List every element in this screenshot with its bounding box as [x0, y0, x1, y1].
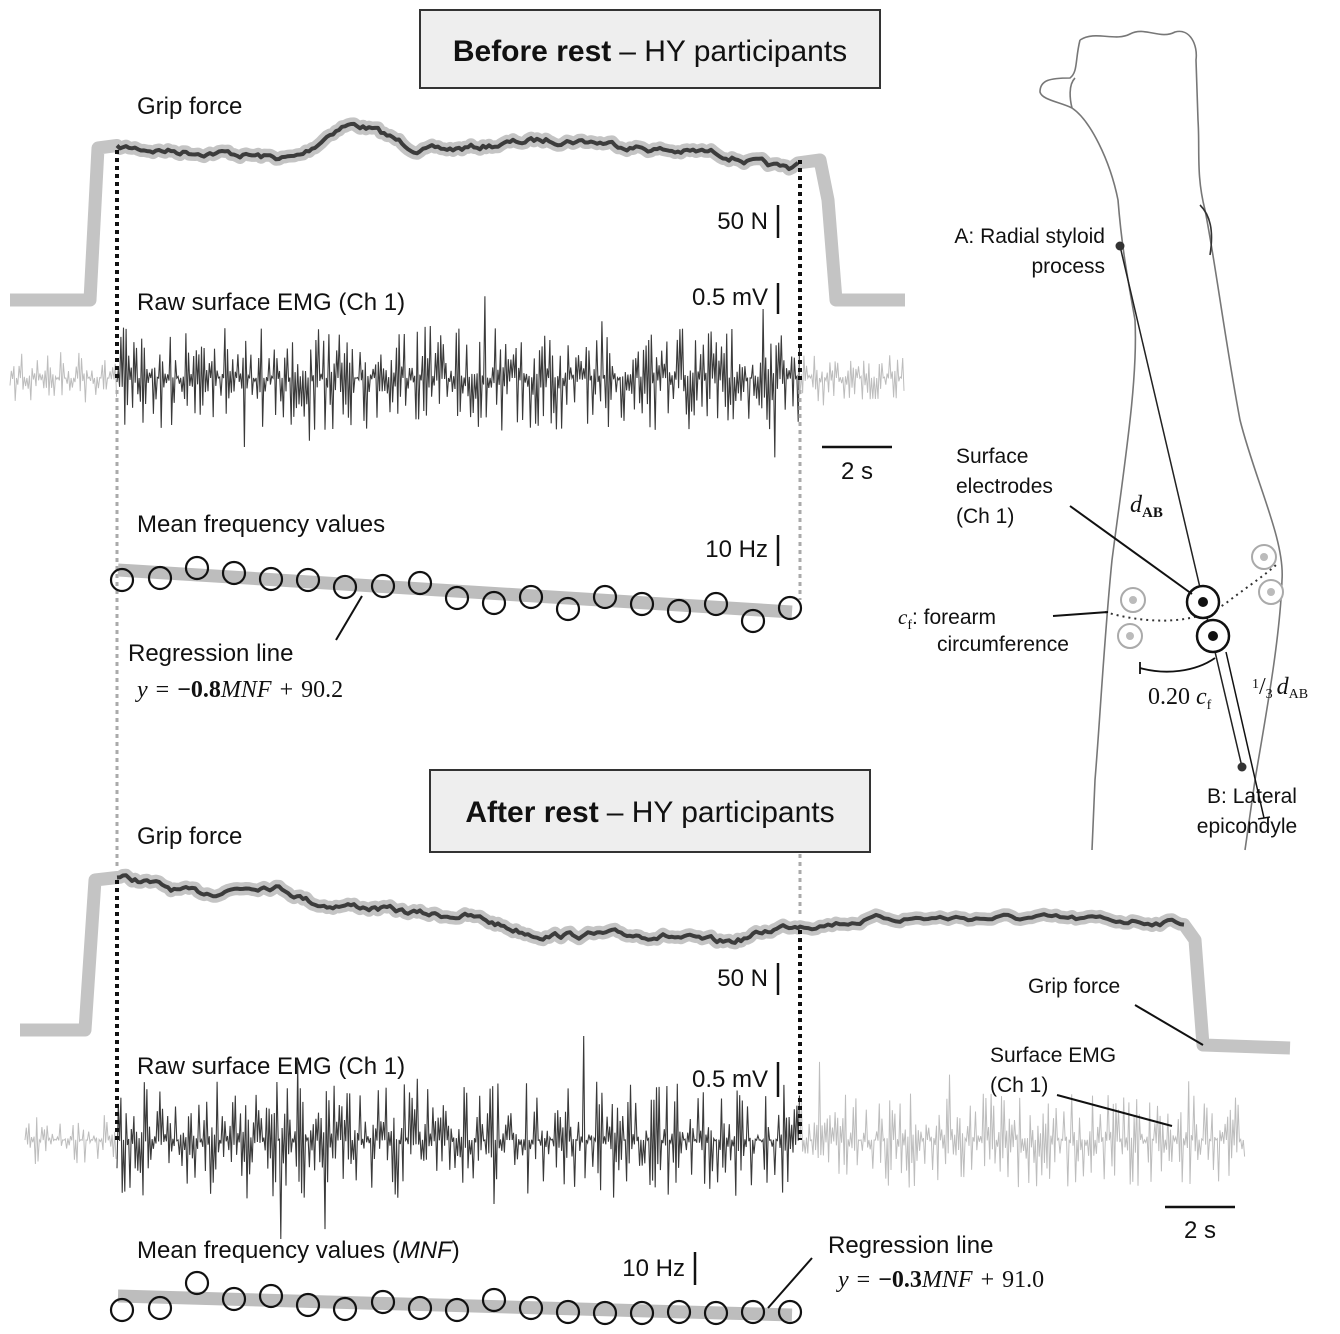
cf-text: : forearm [912, 606, 996, 629]
equation: y = −0.8MNF +90.2 [135, 677, 343, 703]
grip-envelope [20, 875, 1290, 1048]
eq-slope: −0.3 [878, 1267, 922, 1293]
point-b [1238, 763, 1247, 772]
thumb [1070, 78, 1075, 108]
panel-title: Before rest– HY participants [453, 35, 847, 68]
leader [1053, 612, 1108, 616]
regression-line [118, 570, 792, 612]
subscript: AB [1289, 687, 1308, 702]
numerator: 1 [1252, 677, 1259, 692]
leader [1057, 1095, 1172, 1126]
eq-slope: −0.8 [177, 677, 221, 703]
electrode-dot [1267, 588, 1275, 596]
force-scale: 50 N [717, 965, 768, 992]
electrode-dot [1208, 631, 1218, 641]
mnf-point [186, 1272, 208, 1294]
emg-label: Raw surface EMG (Ch 1) [137, 1053, 405, 1080]
emg-label: Raw surface EMG (Ch 1) [137, 289, 405, 316]
eq-intercept: 91.0 [1002, 1267, 1044, 1293]
emg-trace [117, 296, 800, 457]
eq-eq: = [857, 1267, 871, 1293]
eq-intercept: 90.2 [301, 677, 343, 703]
force-scale: 50 N [717, 208, 768, 235]
number: 0.20 [1148, 684, 1190, 710]
cf-label: circumference [937, 633, 1069, 656]
emg-scale: 0.5 mV [692, 284, 768, 311]
equation: y = −0.3MNF +91.0 [836, 1267, 1044, 1293]
symbol: c [1196, 684, 1207, 710]
arm-outline [1040, 31, 1282, 850]
point-a-label: A: Radial styloid [954, 225, 1105, 248]
emg-annotation: (Ch 1) [990, 1074, 1048, 1097]
eq-plus: + [981, 1267, 995, 1293]
mnf-label-text: Mean frequency values [137, 511, 385, 538]
title-rest: – HY participants [607, 796, 835, 829]
point-b-label: epicondyle [1197, 815, 1297, 838]
panel-title: After rest – HY participants [465, 796, 834, 829]
eq-var: MNF [921, 1267, 973, 1293]
leader [1135, 1005, 1203, 1045]
subscript: f [1207, 698, 1212, 713]
figure: Before rest– HY participants Grip force … [0, 0, 1340, 1334]
point-a-label: process [1031, 255, 1105, 278]
grip-label: Grip force [137, 93, 242, 120]
grip-trace [117, 875, 1184, 943]
electrodes-label: Surface [956, 445, 1028, 468]
title-bold: After rest [465, 796, 598, 829]
emg-trace [25, 1115, 116, 1164]
mnf-label-close: ) [452, 1237, 460, 1264]
emg-scale: 0.5 mV [692, 1066, 768, 1093]
arm-left-edge [1040, 40, 1135, 850]
electrode-dot [1260, 553, 1268, 561]
electrodes-label: (Ch 1) [956, 505, 1014, 528]
d-ab-label: dAB [1130, 492, 1163, 521]
mnf-label-text: Mean frequency values ( [137, 1237, 400, 1264]
electrodes-label: electrodes [956, 475, 1053, 498]
title-rest: – HY participants [619, 35, 847, 68]
time-scale: 2 s [1184, 1217, 1216, 1244]
electrode-dot [1126, 632, 1134, 640]
time-scale: 2 s [841, 458, 873, 485]
emg-annotation: Surface EMG [990, 1044, 1116, 1067]
mnf-abbr: MNF [400, 1237, 453, 1264]
leader [1070, 506, 1192, 594]
regression-label: Regression line [128, 640, 293, 667]
subscript: AB [1142, 505, 1163, 521]
arm-right-edge [1080, 31, 1282, 850]
leader [336, 596, 362, 640]
grip-label: Grip force [137, 823, 242, 850]
eq-plus: + [280, 677, 294, 703]
wrist-crease [1200, 205, 1212, 255]
eq-y: y [135, 677, 148, 703]
grip-force-annotation: Grip force [1028, 975, 1120, 998]
denominator: 3 [1266, 687, 1273, 702]
emg-trace [10, 352, 117, 402]
mnf-label: Mean frequency values [137, 511, 385, 538]
emg-trace [800, 355, 904, 405]
eq-eq: = [156, 677, 170, 703]
electrode-dot [1198, 597, 1208, 607]
arc-bracket [1140, 658, 1215, 672]
title-bold: Before rest [453, 35, 611, 68]
mnf-scale: 10 Hz [622, 1255, 685, 1282]
regression-label: Regression line [828, 1232, 993, 1259]
cf-label: cf: forearm [898, 605, 996, 633]
mnf-scale: 10 Hz [705, 536, 768, 563]
mnf-label: Mean frequency values (MNF) [137, 1237, 460, 1264]
eq-y: y [836, 1267, 849, 1293]
point-b-label: B: Lateral [1207, 785, 1297, 808]
eq-var: MNF [220, 677, 272, 703]
electrode-dot [1129, 596, 1137, 604]
point-a [1116, 242, 1125, 251]
